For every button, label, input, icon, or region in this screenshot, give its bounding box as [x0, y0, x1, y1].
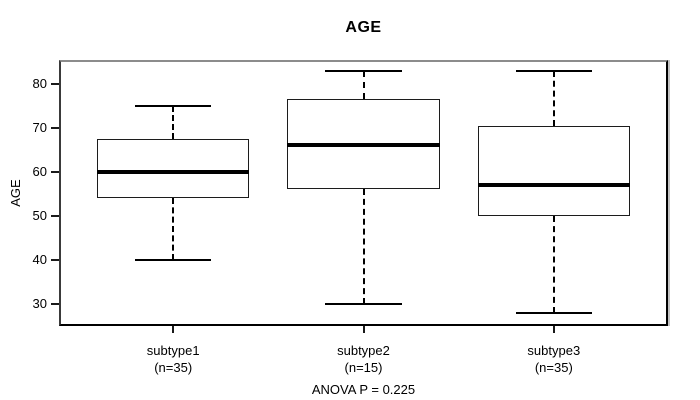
group-label: subtype1 — [146, 343, 200, 358]
y-tick-label: 80 — [32, 75, 47, 91]
x-tick-line — [552, 326, 555, 333]
whisker-upper — [172, 105, 175, 139]
iqr-box — [97, 138, 250, 199]
whisker-cap-lower — [325, 302, 402, 305]
whisker-lower — [552, 215, 555, 313]
whisker-upper — [552, 70, 555, 126]
y-tick-label: 60 — [32, 163, 47, 179]
whisker-cap-upper — [135, 104, 212, 107]
y-tick-line — [51, 214, 59, 217]
y-tick-label: 50 — [32, 207, 47, 223]
chart-title: AGE — [345, 19, 382, 36]
anova-note: ANOVA P = 0.225 — [311, 382, 416, 397]
whisker-lower — [362, 189, 365, 304]
y-tick-line — [51, 258, 59, 261]
y-tick-line — [51, 302, 59, 305]
group-label-block: subtype2 (n=15) — [284, 342, 444, 376]
y-tick-line — [51, 82, 59, 85]
group-label-block: subtype1 (n=35) — [93, 342, 253, 376]
y-tick-line — [51, 126, 59, 129]
median-line — [287, 143, 440, 148]
group-sublabel: (n=35) — [534, 360, 573, 375]
group-sublabel: (n=35) — [154, 360, 193, 375]
y-tick-label: 30 — [32, 295, 47, 311]
median-line — [97, 169, 250, 174]
whisker-lower — [172, 198, 175, 260]
y-tick-line — [51, 170, 59, 173]
whisker-cap-upper — [325, 69, 402, 72]
iqr-box — [477, 125, 630, 216]
group-label: subtype3 — [527, 343, 581, 358]
y-axis-title: AGE — [8, 179, 23, 207]
y-tick-label: 40 — [32, 251, 47, 267]
x-tick-line — [362, 326, 365, 333]
y-tick-label: 70 — [32, 119, 47, 135]
x-tick-line — [172, 326, 175, 333]
group-sublabel: (n=15) — [344, 360, 383, 375]
whisker-cap-lower — [135, 258, 212, 261]
whisker-upper — [362, 70, 365, 100]
whisker-cap-lower — [515, 311, 592, 314]
group-label-block: subtype3 (n=35) — [474, 342, 634, 376]
whisker-cap-upper — [515, 69, 592, 72]
median-line — [477, 183, 630, 188]
group-label: subtype2 — [337, 343, 390, 358]
